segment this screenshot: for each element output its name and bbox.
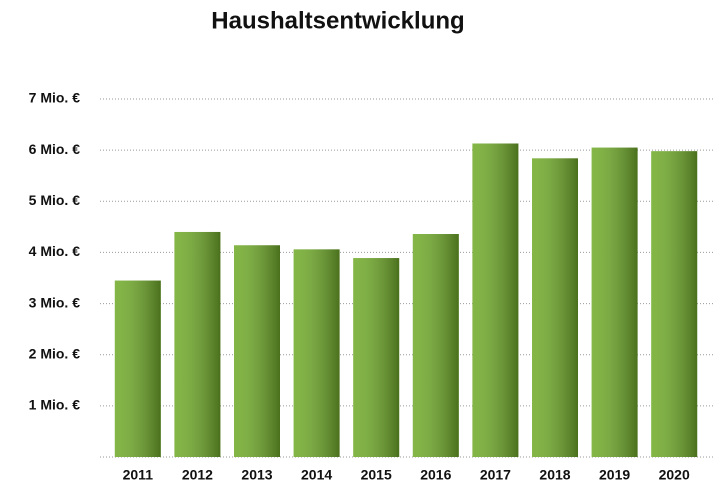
bar-shade (412, 234, 459, 457)
bar-shade (591, 147, 638, 458)
bar-shade (472, 143, 519, 457)
y-tick-label: 1 Mio. € (29, 397, 81, 413)
y-tick-label: 2 Mio. € (29, 345, 81, 361)
x-tick-label: 2017 (480, 467, 511, 483)
bar-shade (174, 231, 221, 457)
y-tick-label: 5 Mio. € (29, 192, 81, 208)
x-tick-label: 2016 (420, 467, 451, 483)
y-tick-label: 4 Mio. € (29, 243, 81, 259)
x-tick-label: 2013 (241, 467, 272, 483)
bar-shade (651, 151, 698, 457)
y-tick-label: 6 Mio. € (29, 141, 81, 157)
x-tick-label: 2018 (539, 467, 570, 483)
bar-shade (114, 280, 161, 457)
x-tick-label: 2020 (659, 467, 690, 483)
bar-shade (532, 158, 578, 457)
x-tick-label: 2014 (301, 467, 332, 483)
x-tick-label: 2015 (361, 467, 392, 483)
y-tick-label: 3 Mio. € (29, 294, 81, 310)
x-tick-label: 2019 (599, 467, 630, 483)
x-tick-label: 2012 (182, 467, 213, 483)
bar-shade (353, 258, 400, 457)
chart-title: Haushaltsentwicklung (211, 7, 464, 34)
bar-shade (234, 245, 280, 457)
y-tick-label: 7 Mio. € (29, 90, 81, 106)
x-tick-label: 2011 (123, 467, 154, 483)
bar-shade (293, 249, 340, 457)
